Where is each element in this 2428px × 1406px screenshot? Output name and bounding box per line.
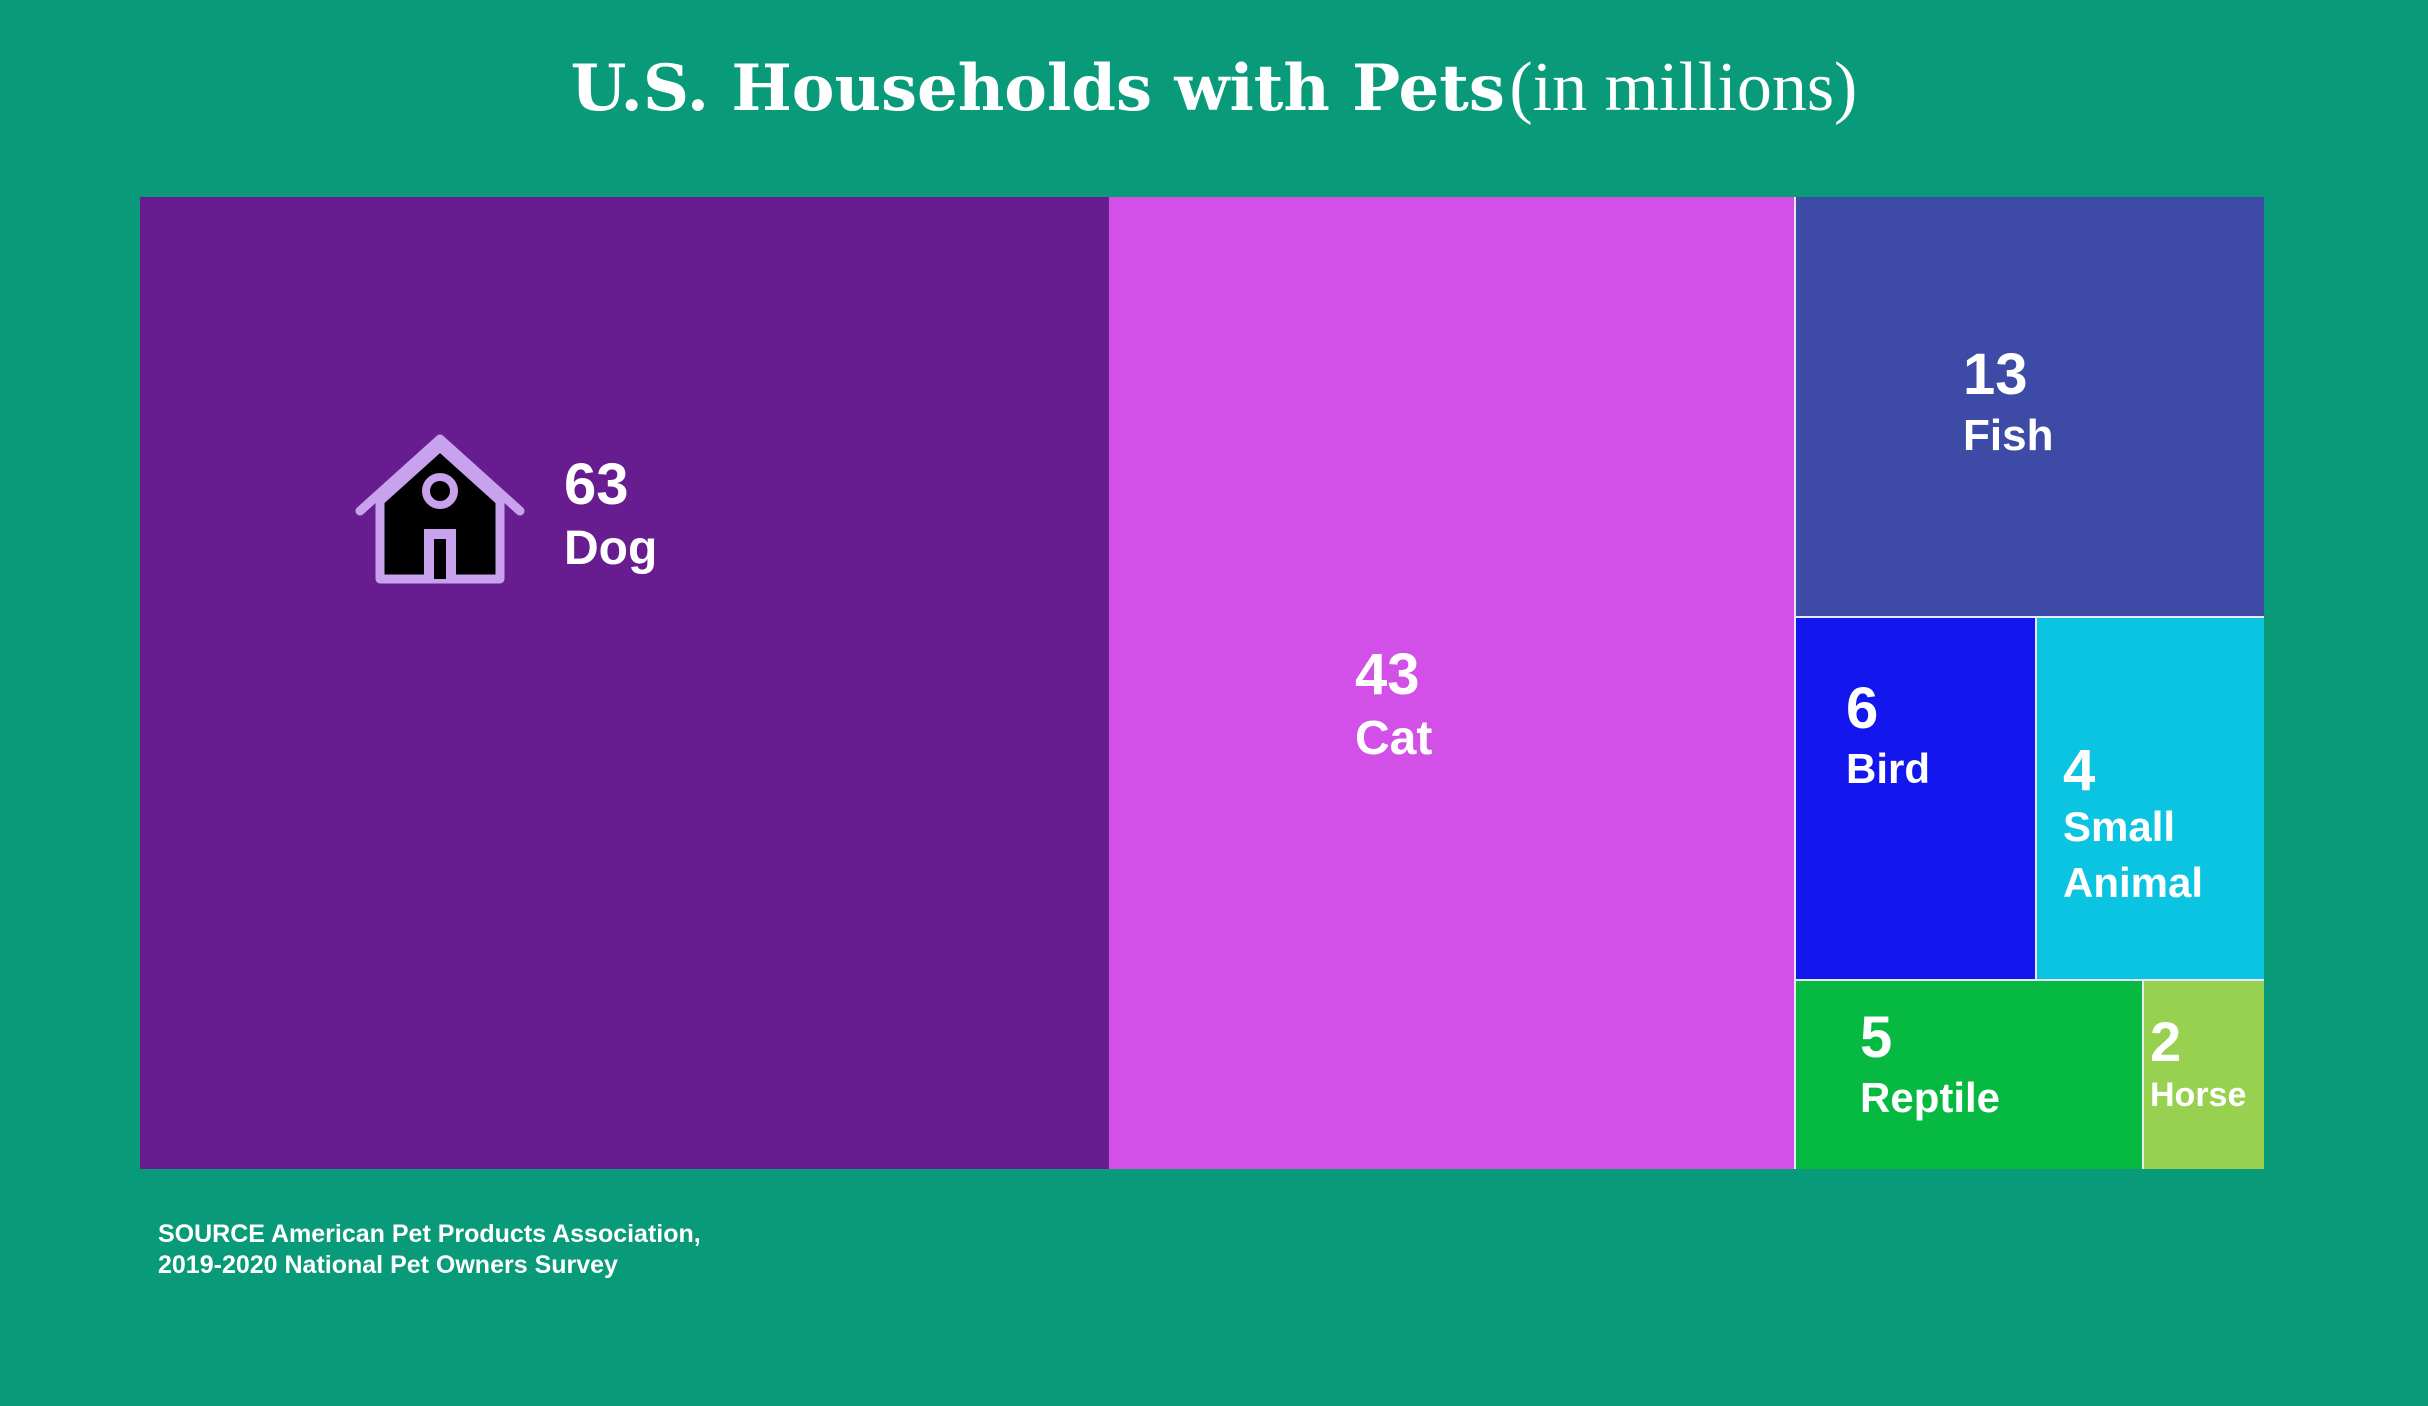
tile-value-bird: 6 (1846, 676, 1879, 741)
chart-title: U.S. Households with Pets (in millions) (0, 48, 2428, 128)
tile-value-small-animal: 4 (2063, 738, 2096, 803)
tile-label-cat: 43 Cat (1355, 642, 1432, 770)
tile-category-bird: Bird (1846, 745, 1930, 792)
tile-value-reptile: 5 (1860, 1005, 1893, 1070)
tile-value-cat: 43 (1355, 642, 1420, 707)
treemap: 63 Dog 43 Cat 13 Fish 6 Bird 4 Small Animal 5 Repti… (140, 197, 2264, 1169)
tile-category-dog: Dog (564, 522, 658, 575)
tile-horse: 2 Horse (2144, 981, 2264, 1169)
tile-category-reptile: Reptile (1860, 1074, 2001, 1121)
tile-reptile: 5 Reptile (1796, 981, 2142, 1169)
tile-label-reptile: 5 Reptile (1860, 1006, 2000, 1126)
tile-category-horse: Horse (2150, 1076, 2247, 1114)
tile-category-cat: Cat (1355, 712, 1433, 765)
source-note: SOURCE American Pet Products Association… (158, 1219, 701, 1281)
tile-label-fish: 13 Fish (1963, 343, 2053, 465)
tile-small-animal: 4 Small Animal (2037, 618, 2264, 979)
dog-house-icon (355, 434, 525, 584)
tile-cat: 43 Cat (1109, 197, 1794, 1169)
tile-value-horse: 2 (2150, 1010, 2182, 1073)
tile-separator (2035, 618, 2037, 979)
tile-fish: 13 Fish (1796, 197, 2264, 616)
tile-label-bird: 6 Bird (1846, 677, 1930, 797)
source-line-1: SOURCE American Pet Products Association… (158, 1220, 701, 1248)
tile-value-fish: 13 (1963, 342, 2028, 407)
tile-separator (1796, 616, 2264, 618)
tile-value-dog: 63 (564, 452, 629, 517)
tile-category-fish: Fish (1963, 411, 2054, 460)
tile-separator (1794, 197, 1796, 1169)
tile-separator (1796, 979, 2264, 981)
chart-title-main: U.S. Households with Pets (570, 51, 1505, 126)
tile-category-small-animal: Small Animal (2063, 803, 2204, 906)
tile-separator (2142, 981, 2144, 1169)
source-line-2: 2019-2020 National Pet Owners Survey (158, 1251, 618, 1279)
tile-label-small-animal: 4 Small Animal (2063, 738, 2204, 911)
tile-label-dog: 63 Dog (564, 452, 657, 580)
tile-label-horse: 2 Horse (2150, 1013, 2246, 1119)
chart-title-units: (in millions) (1509, 49, 1858, 126)
tile-dog: 63 Dog (140, 197, 1109, 1169)
tile-bird: 6 Bird (1796, 618, 2035, 979)
